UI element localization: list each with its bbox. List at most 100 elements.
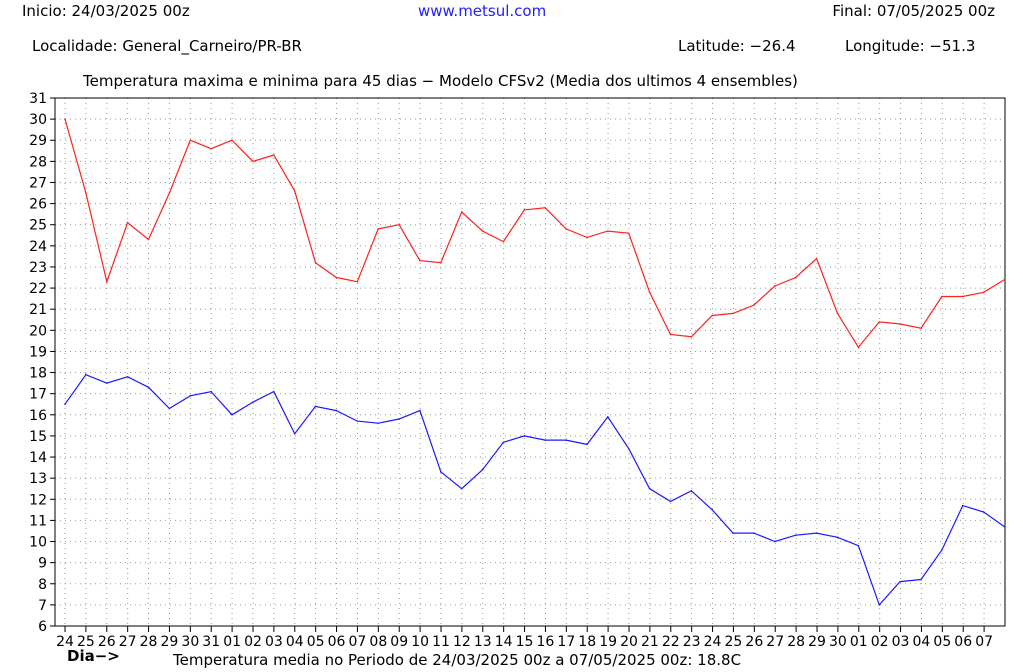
period-mean-label: Temperatura media no Periodo de 24/03/20…: [173, 651, 742, 669]
y-tick-label: 20: [29, 323, 47, 339]
data-point-min: [648, 487, 651, 490]
y-tick-label: 13: [29, 471, 47, 487]
y-tick-label: 7: [38, 598, 47, 614]
y-tick-label: 6: [38, 619, 47, 635]
data-point-min: [711, 509, 714, 511]
x-tick-label: 25: [77, 634, 95, 650]
data-point-max: [335, 276, 338, 279]
x-tick-label: 22: [662, 634, 680, 650]
y-tick-label: 9: [38, 556, 47, 572]
data-point-min: [502, 441, 505, 444]
x-tick-label: 10: [411, 634, 429, 650]
x-tick-label: 27: [766, 634, 784, 650]
y-tick-label: 29: [29, 133, 47, 149]
x-tick-label: 30: [829, 634, 847, 650]
data-point-min: [105, 382, 108, 384]
x-tick-label: 02: [244, 634, 262, 650]
data-point-max: [272, 154, 275, 156]
data-point-min: [899, 580, 901, 583]
data-point-max: [231, 139, 233, 142]
x-tick-label: 30: [181, 634, 199, 650]
data-point-min: [252, 401, 254, 403]
y-tick-label: 23: [29, 260, 47, 276]
y-tick-label: 12: [29, 492, 47, 508]
data-point-max: [899, 323, 901, 325]
data-point-min: [1003, 525, 1006, 528]
data-point-max: [690, 335, 693, 338]
x-tick-label: 14: [495, 634, 513, 650]
y-tick-label: 17: [29, 387, 47, 403]
y-tick-label: 14: [29, 450, 47, 466]
y-tick-label: 28: [29, 154, 47, 170]
x-tick-label: 03: [892, 634, 910, 650]
data-point-min: [982, 511, 985, 513]
data-point-min: [272, 390, 275, 393]
x-tick-label: 15: [516, 634, 534, 650]
data-point-min: [961, 504, 964, 507]
data-point-max: [627, 232, 630, 234]
start-date-label: Inicio: 24/03/2025 00z: [22, 2, 190, 20]
y-tick-label: 22: [29, 281, 47, 297]
x-tick-label: 24: [704, 634, 722, 650]
data-point-min: [774, 540, 776, 543]
y-tick-label: 27: [29, 175, 47, 191]
data-point-min: [440, 471, 442, 473]
x-tick-label: 17: [557, 634, 575, 650]
y-tick-label: 26: [29, 197, 47, 213]
y-tick-label: 24: [29, 239, 47, 255]
data-point-min: [920, 578, 922, 581]
y-tick-label: 11: [29, 513, 47, 529]
data-point-min: [586, 443, 588, 446]
data-point-max: [314, 261, 317, 264]
x-tick-label: 23: [683, 634, 701, 650]
data-point-min: [669, 500, 672, 503]
data-point-max: [460, 211, 463, 213]
data-point-max: [648, 291, 651, 294]
data-point-max: [168, 192, 171, 194]
data-point-max: [732, 312, 734, 315]
y-tick-label: 16: [29, 408, 47, 424]
x-tick-label: 08: [369, 634, 387, 650]
x-tick-label: 03: [265, 634, 283, 650]
data-point-min: [732, 532, 734, 534]
data-point-max: [523, 209, 526, 211]
series-line-min: [64, 373, 1005, 607]
data-point-max: [961, 295, 964, 298]
data-point-min: [126, 375, 129, 378]
data-point-min: [356, 420, 359, 422]
x-tick-label: 09: [390, 634, 408, 650]
y-tick-label: 18: [29, 366, 47, 382]
series-line-max: [64, 118, 1005, 349]
data-point-max: [189, 139, 192, 142]
x-tick-label: 29: [808, 634, 826, 650]
data-point-max: [857, 346, 860, 349]
data-point-min: [690, 490, 693, 492]
x-tick-label: 16: [537, 634, 555, 650]
y-tick-label: 21: [29, 302, 47, 318]
data-point-max: [210, 147, 212, 150]
data-point-max: [794, 276, 797, 279]
y-tick-label: 8: [38, 577, 47, 593]
x-tick-label: 13: [474, 634, 492, 650]
data-point-max: [920, 327, 922, 330]
data-point-max: [753, 304, 755, 306]
x-tick-label: 28: [140, 634, 158, 650]
y-tick-label: 15: [29, 429, 47, 445]
data-point-max: [85, 192, 87, 194]
x-tick-label: 19: [599, 634, 617, 650]
x-tick-label: 07: [349, 634, 367, 650]
data-point-min: [815, 532, 818, 534]
data-point-max: [293, 190, 296, 192]
data-point-max: [941, 295, 943, 298]
data-point-min: [481, 468, 484, 471]
data-point-min: [231, 414, 233, 416]
site-link[interactable]: www.metsul.com: [418, 2, 547, 20]
data-point-max: [481, 230, 484, 232]
data-point-min: [565, 439, 567, 441]
data-point-min: [607, 416, 609, 418]
x-tick-label: 21: [641, 634, 659, 650]
data-point-max: [836, 312, 839, 315]
data-point-max: [147, 238, 150, 241]
x-tick-label: 26: [98, 634, 116, 650]
